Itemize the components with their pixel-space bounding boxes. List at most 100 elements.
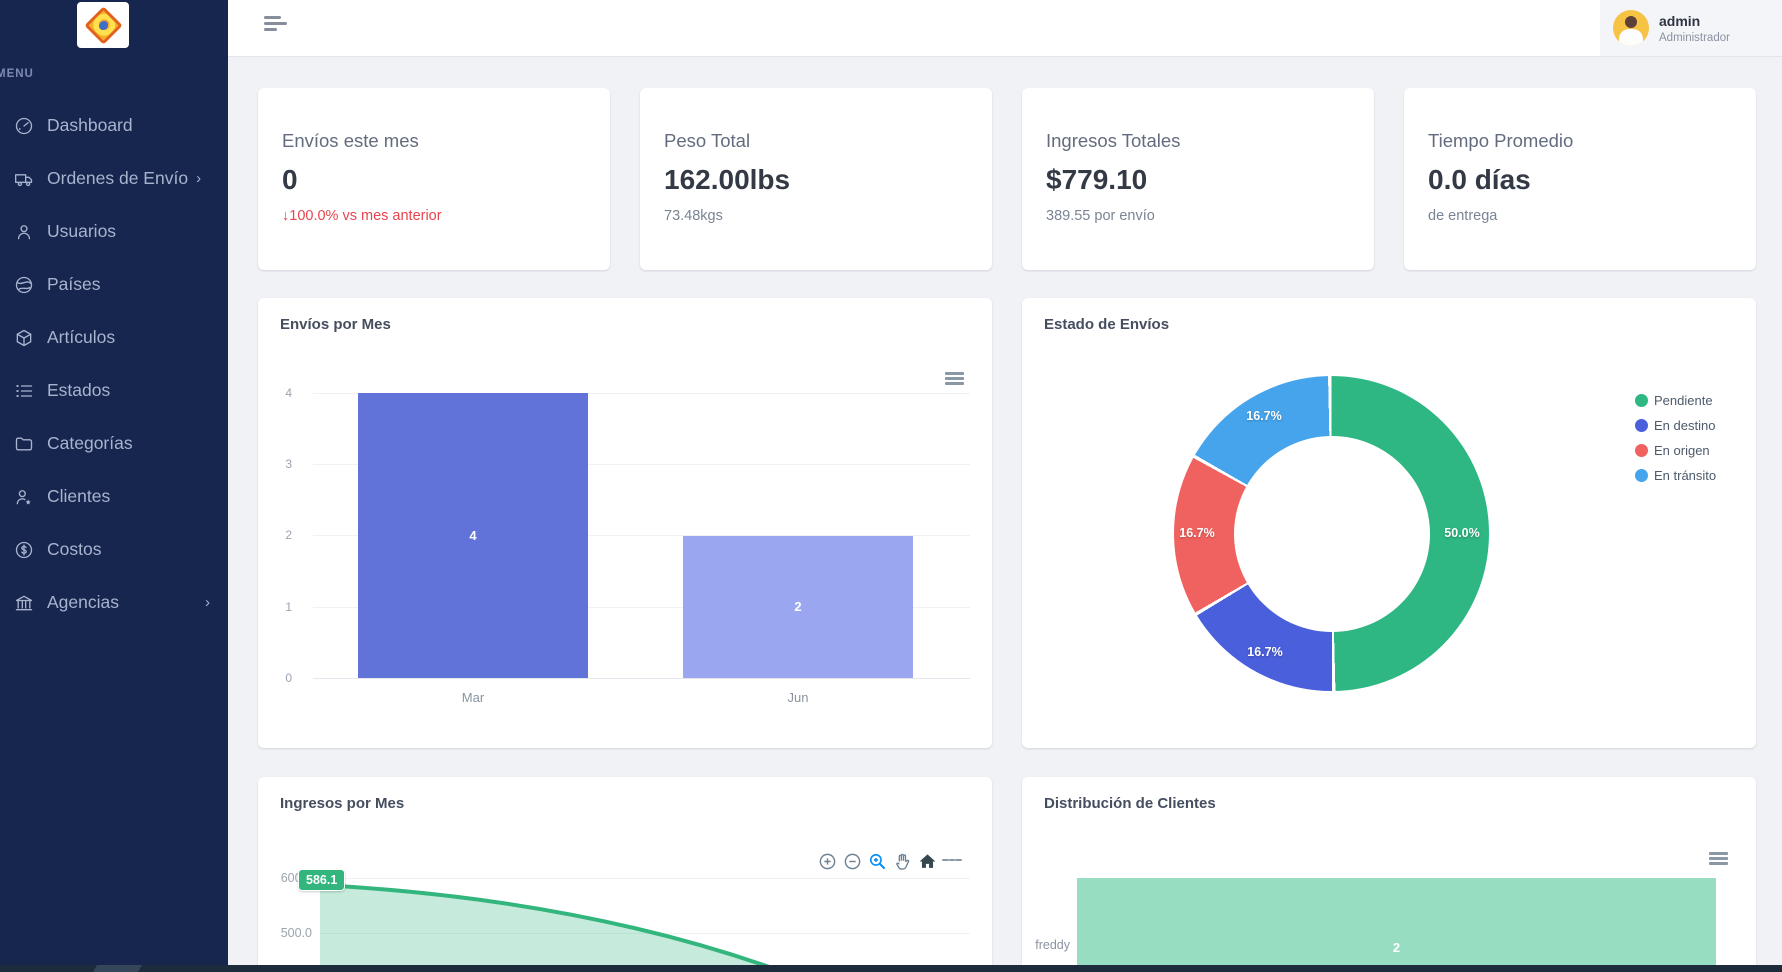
chart-title: Ingresos por Mes (280, 795, 405, 812)
legend-item-en-origen[interactable]: En origen (1635, 438, 1716, 463)
sidebar-item-articulos[interactable]: Artículos (0, 311, 228, 364)
stat-card-ingresos: Ingresos Totales $779.10 389.55 por enví… (1022, 88, 1374, 270)
y-category: freddy (1035, 938, 1070, 952)
sidebar-item-dashboard[interactable]: Dashboard (0, 99, 228, 152)
sidebar-item-label: Usuarios (47, 221, 117, 241)
stat-title: Envíos este mes (282, 130, 419, 151)
chart-toolbar (817, 851, 963, 871)
sidebar-item-estados[interactable]: Estados (0, 364, 228, 417)
diamond-logo-icon (83, 5, 123, 45)
sidebar-item-label: Clientes (47, 486, 111, 506)
home-icon[interactable] (917, 851, 937, 871)
legend-item-pendiente[interactable]: Pendiente (1635, 388, 1716, 413)
stat-card-envios: Envíos este mes 0 ↓100.0% vs mes anterio… (258, 88, 610, 270)
stat-sub: 389.55 por envío (1046, 208, 1155, 224)
stat-value: 0.0 días (1428, 164, 1531, 195)
sidebar-item-label: Categorías (47, 433, 133, 453)
slice-label-en-transito: 16.7% (1246, 409, 1282, 423)
cube-icon (14, 328, 34, 348)
bar-chart-card: Envíos por Mes 4 3 2 1 0 4 2 Mar Jun (258, 298, 992, 748)
user-menu[interactable]: admin Administrador (1600, 0, 1782, 56)
dollar-circle-icon (14, 540, 34, 560)
stat-sub: 73.48kgs (664, 208, 723, 224)
donut-chart-card: Estado de Envíos 50.0% 16.7% 16.7% 16.7%… (1022, 298, 1756, 748)
sidebar-item-usuarios[interactable]: Usuarios (0, 205, 228, 258)
chart-menu-icon[interactable] (1709, 852, 1728, 865)
stat-value: 162.00lbs (664, 164, 791, 195)
pan-icon[interactable] (892, 851, 912, 871)
stat-sub: de entrega (1428, 208, 1498, 224)
sidebar-item-label: Artículos (47, 327, 116, 347)
sidebar-item-label: Costos (47, 539, 102, 559)
sidebar-item-label: Países (47, 274, 101, 294)
y-tick: 4 (285, 386, 292, 400)
stat-title: Ingresos Totales (1046, 130, 1181, 151)
bar-value-label: 2 (1392, 940, 1401, 955)
area-chart-plot (318, 883, 790, 972)
stat-value: $779.10 (1046, 164, 1148, 195)
sidebar-item-ordenes-de-envio[interactable]: Ordenes de Envío › (0, 152, 228, 205)
app-logo[interactable] (77, 2, 129, 48)
top-header: admin Administrador (228, 0, 1782, 57)
sidebar-item-costos[interactable]: Costos (0, 523, 228, 576)
truck-icon (14, 169, 34, 189)
sidebar-item-label: Dashboard (47, 115, 133, 135)
chart-menu-icon[interactable] (942, 851, 963, 871)
avatar (1613, 10, 1649, 46)
taskbar-strip (0, 965, 1782, 972)
zoom-out-icon[interactable] (842, 851, 862, 871)
legend-item-en-transito[interactable]: En tránsito (1635, 463, 1716, 488)
user-star-icon (14, 487, 34, 507)
y-tick: 0 (285, 671, 292, 685)
chart-title: Envíos por Mes (280, 316, 391, 333)
gauge-icon (14, 116, 34, 136)
sidebar-item-agencias[interactable]: Agencias › (0, 576, 228, 629)
hbar-chart-card: Distribución de Clientes freddy 2 (1022, 777, 1756, 972)
legend-dot (1635, 419, 1648, 432)
legend-item-en-destino[interactable]: En destino (1635, 413, 1716, 438)
list-icon (14, 381, 34, 401)
bar-mar[interactable] (358, 393, 588, 678)
globe-icon (14, 275, 34, 295)
bar-chart-plot: 4 3 2 1 0 4 2 Mar Jun (258, 298, 992, 748)
selection-zoom-icon[interactable] (867, 851, 887, 871)
bar-value-label: 4 (469, 527, 477, 543)
sidebar-item-label: Agencias (47, 592, 119, 612)
sidebar: MENU Dashboard Ordenes de Envío › Usuari… (0, 0, 228, 972)
folder-icon (14, 434, 34, 454)
chart-title: Distribución de Clientes (1044, 795, 1216, 812)
sidebar-item-clientes[interactable]: Clientes (0, 470, 228, 523)
sidebar-item-paises[interactable]: Países (0, 258, 228, 311)
sidebar-toggle-button[interactable] (264, 16, 288, 32)
sidebar-nav: Dashboard Ordenes de Envío › Usuarios Pa… (0, 99, 228, 629)
user-icon (14, 222, 34, 242)
sidebar-item-categorias[interactable]: Categorías (0, 417, 228, 470)
legend-dot (1635, 394, 1648, 407)
area-chart-card: Ingresos por Mes 600.0 500.0 586.1 (258, 777, 992, 972)
stat-card-peso: Peso Total 162.00lbs 73.48kgs (640, 88, 992, 270)
stat-card-tiempo: Tiempo Promedio 0.0 días de entrega (1404, 88, 1756, 270)
y-tick: 500.0 (280, 926, 312, 940)
slice-label-pendiente: 50.0% (1444, 526, 1480, 540)
x-tick: Jun (787, 690, 809, 705)
chart-menu-icon[interactable] (945, 372, 964, 385)
sidebar-item-label: Estados (47, 380, 111, 400)
zoom-in-icon[interactable] (817, 851, 837, 871)
bar-jun[interactable] (683, 535, 913, 678)
logo-globe-icon (98, 20, 108, 30)
chevron-right-icon: › (196, 170, 202, 187)
stat-title: Tiempo Promedio (1428, 130, 1574, 151)
y-tick: 1 (285, 600, 292, 614)
point-label: 586.1 (298, 869, 346, 891)
bank-icon (14, 593, 34, 613)
legend-dot (1635, 444, 1648, 457)
legend-dot (1635, 469, 1648, 482)
stat-value: 0 (282, 164, 298, 195)
sidebar-section-label: MENU (0, 68, 34, 80)
bar-freddy[interactable] (1077, 878, 1716, 972)
y-tick: 3 (285, 457, 292, 471)
sidebar-item-label: Ordenes de Envío (47, 168, 189, 188)
chevron-right-icon: › (205, 594, 210, 611)
taskbar-glint (92, 965, 143, 972)
slice-label-en-origen: 16.7% (1179, 526, 1215, 540)
